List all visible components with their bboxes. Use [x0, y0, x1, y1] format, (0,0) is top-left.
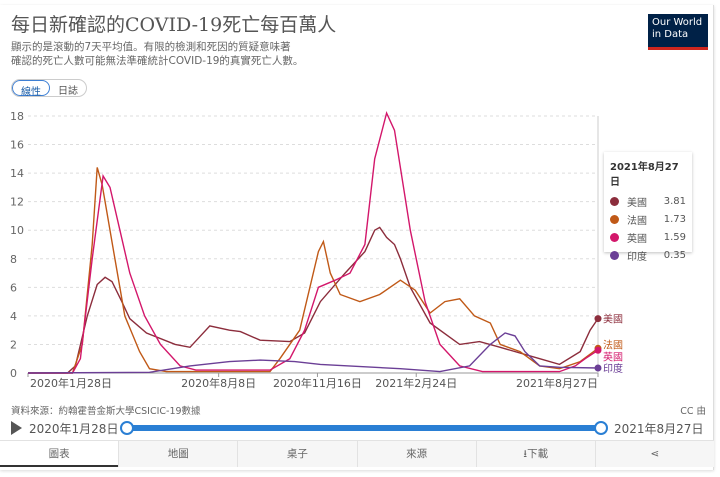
series-color-dot — [610, 196, 619, 206]
series-color-dot — [610, 250, 619, 260]
y-tick-label: 14 — [10, 167, 24, 180]
series-value: 1.59 — [663, 231, 686, 243]
scale-toggle: 線性 日誌 — [11, 79, 87, 97]
series-end-marker — [594, 364, 602, 372]
tooltip-row: 英國 1.59 — [610, 228, 686, 246]
linear-scale-button[interactable]: 線性 — [12, 80, 50, 96]
tooltip-row: 印度 0.35 — [610, 246, 686, 264]
log-scale-button[interactable]: 日誌 — [58, 86, 78, 97]
timeline-start-date: 2020年1月28日 — [29, 422, 119, 436]
tooltip-row: 法國 1.73 — [610, 210, 686, 228]
download-icon: ⭳ — [523, 448, 528, 460]
tooltip-row: 美國 3.81 — [610, 192, 686, 210]
license-link[interactable]: CC 由 — [680, 406, 706, 417]
series-line-英國 — [28, 111, 599, 374]
tooltip: 2021年8月27日 美國 3.81 法國 1.73 英國 1.59 印度 0.35 — [604, 152, 692, 263]
download-label: 下載 — [527, 448, 549, 460]
timeline-slider[interactable] — [127, 425, 601, 431]
chart-subtitle: 顯示的是滾動的7天平均值。有限的檢測和死因的質疑意味著 — [11, 41, 291, 53]
series-label: 印度 — [603, 362, 623, 375]
timeline-end-handle[interactable] — [594, 421, 608, 435]
chart-card — [0, 5, 714, 470]
tab-share[interactable]: ⋖ — [594, 441, 714, 467]
x-tick-label: 2021年2月24日 — [375, 376, 457, 390]
tab-map[interactable]: 地圖 — [118, 441, 237, 467]
series-name: 印度 — [627, 251, 647, 263]
series-value: 3.81 — [663, 195, 686, 207]
series-line-印度 — [27, 332, 599, 374]
y-tick-label: 18 — [10, 110, 24, 123]
timeline-end-date: 2021年8月27日 — [614, 422, 704, 436]
series-end-marker — [594, 315, 602, 323]
tab-sources[interactable]: 來源 — [356, 441, 476, 467]
series-color-dot — [610, 232, 619, 242]
series-value: 0.35 — [663, 249, 686, 261]
timeline-start-handle[interactable] — [120, 421, 134, 435]
tooltip-date: 2021年8月27日 — [610, 162, 679, 188]
series-color-dot — [610, 214, 619, 224]
series-line-美國 — [28, 226, 599, 374]
share-icon: ⋖ — [650, 448, 660, 460]
y-tick-label: 2 — [10, 338, 17, 351]
series-value: 1.73 — [663, 213, 686, 225]
tab-table[interactable]: 桌子 — [237, 441, 356, 467]
x-tick-label: 2020年1月28日 — [30, 376, 112, 390]
series-name: 美國 — [627, 197, 647, 209]
source-text: 資料來源：約翰霍普金斯大學CSICIC-19數據 — [11, 406, 201, 417]
owid-logo[interactable]: Our World in Data — [648, 14, 708, 50]
series-end-marker — [594, 346, 602, 354]
y-tick-label: 12 — [10, 196, 24, 209]
y-tick-label: 4 — [10, 310, 17, 323]
tab-bar: 圖表 地圖 桌子 來源 ⭳下載 ⋖ — [0, 440, 714, 467]
y-tick-label: 0 — [10, 367, 17, 380]
series-label: 美國 — [603, 313, 623, 326]
chart-title: 每日新確認的COVID-19死亡每百萬人 — [11, 14, 337, 36]
chart-subtitle: 確認的死亡人數可能無法準確統計COVID-19的真實死亡人數。 — [11, 55, 304, 67]
tab-download[interactable]: ⭳下載 — [475, 441, 595, 467]
x-tick-label: 2020年11月16日 — [273, 376, 362, 390]
y-tick-label: 6 — [10, 281, 17, 294]
x-tick-label: 2021年8月27日 — [516, 376, 598, 390]
y-tick-label: 10 — [10, 224, 24, 237]
x-tick-label: 2020年8月8日 — [181, 376, 256, 390]
series-name: 法國 — [627, 215, 647, 227]
play-icon[interactable] — [11, 421, 22, 435]
series-label: 法國 — [603, 338, 623, 351]
y-tick-label: 8 — [10, 253, 17, 266]
line-chart: 0 2 4 6 8 10 12 14 16 18 2020年1月28日 2020年8月8日 2020年1… — [10, 110, 623, 390]
y-tick-label: 16 — [10, 139, 24, 152]
tab-chart[interactable]: 圖表 — [0, 441, 119, 467]
series-name: 英國 — [627, 233, 647, 245]
series-line-法國 — [28, 167, 599, 374]
series-label: 英國 — [603, 350, 623, 363]
